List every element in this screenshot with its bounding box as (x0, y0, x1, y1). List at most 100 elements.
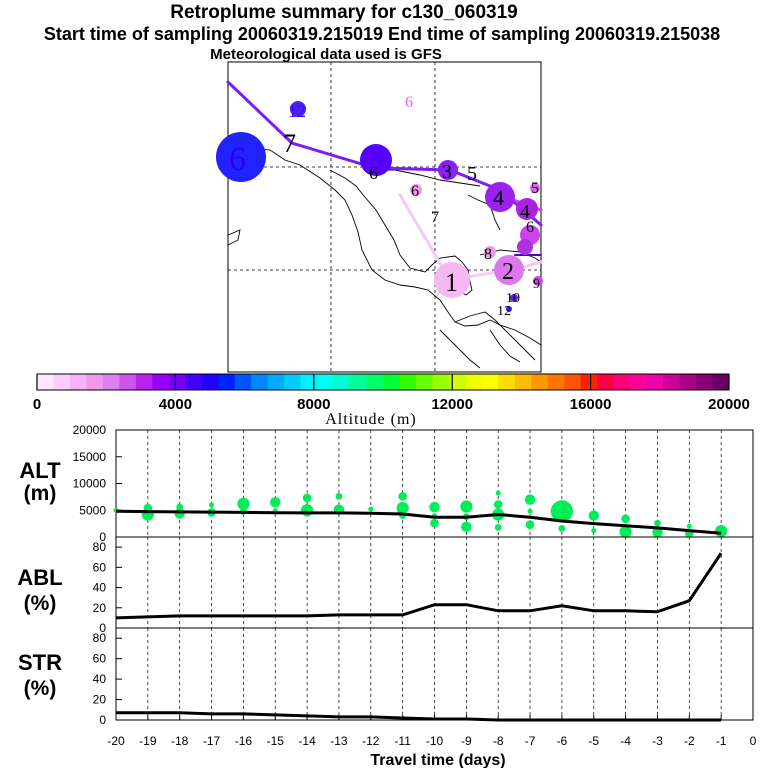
coastline-ca-border (489, 329, 521, 363)
y-axis-unit: (%) (24, 677, 57, 700)
colorbar: 0 4000 8000 12000 16000 20000 Altitude (m) (33, 373, 750, 428)
map-labels: 12 6 7 6 5 6 3 5 6 7 4 4 5 6 8 1 2 9 10 … (229, 94, 540, 319)
colorbar-swatch (514, 374, 532, 390)
x-tick-label: -5 (588, 734, 599, 748)
colorbar-swatch (333, 374, 351, 390)
x-tick-label: -17 (203, 734, 221, 748)
scatter-point (209, 502, 215, 508)
y-axis-label: ALT (19, 458, 61, 483)
colorbar-tick-label: 8000 (297, 396, 330, 413)
scatter-point (588, 510, 599, 521)
met-note: Meteorological data used is GFS (210, 46, 442, 63)
colorbar-swatch (37, 374, 54, 390)
y-tick-label: 0 (99, 530, 106, 544)
colorbar-swatch (630, 374, 648, 390)
scatter-point (715, 525, 728, 538)
marker-circle (360, 144, 392, 176)
series-line (115, 509, 722, 535)
colorbar-swatch (399, 374, 417, 390)
scatter-point (558, 525, 566, 532)
colorbar-swatch (284, 374, 302, 390)
marker-circle (494, 255, 524, 285)
colorbar-swatch (415, 374, 433, 390)
x-tick-label: -18 (171, 734, 189, 748)
map-label: 6 (526, 219, 534, 236)
colorbar-swatch (86, 374, 104, 390)
y-tick-label: 0 (99, 713, 106, 727)
y-tick-label: 15000 (73, 450, 107, 464)
colorbar-swatch (218, 374, 236, 390)
panel-abl: 0 20 40 60 80 ABL(%) (17, 536, 754, 635)
coastline-baja (227, 229, 241, 246)
colorbar-swatch (185, 374, 203, 390)
colorbar-swatch (481, 374, 499, 390)
coastline-gulf (329, 169, 473, 296)
map-label: 1 (445, 268, 458, 297)
plot-panels: 05000100001500020000ALT(m)020406080ABL(%… (17, 423, 756, 768)
chart-subtitle: Start time of sampling 20060319.215019 E… (43, 24, 721, 44)
colorbar-swatch (152, 374, 170, 390)
x-tick-label: -12 (362, 734, 380, 748)
scatter-point (524, 494, 536, 505)
colorbar-swatch (712, 374, 730, 390)
colorbar-swatch (498, 374, 516, 390)
x-tick-label: -11 (394, 734, 411, 748)
colorbar-swatch (366, 374, 384, 390)
marker-circle (216, 132, 266, 182)
colorbar-swatch (613, 374, 631, 390)
scatter-point (430, 518, 439, 528)
map-label: 12 (497, 304, 511, 319)
y-tick-label: 40 (93, 581, 107, 595)
y-axis-unit: (m) (24, 482, 57, 505)
colorbar-swatch (53, 374, 71, 390)
scatter-point (396, 502, 409, 515)
colorbar-swatch (564, 374, 582, 390)
marker-circle (506, 306, 512, 312)
map-label: 9 (533, 277, 540, 292)
scatter-point (429, 501, 440, 513)
marker-circle (530, 183, 540, 193)
colorbar-swatch (432, 374, 450, 390)
map-label: 6 (369, 163, 378, 183)
x-tick-label: -14 (298, 734, 316, 748)
colorbar-swatch (679, 374, 697, 390)
y-tick-label: 5000 (79, 503, 106, 517)
colorbar-swatch (448, 374, 466, 390)
colorbar-swatch (234, 374, 252, 390)
colorbar-tick-label: 20000 (708, 396, 750, 413)
map-label: 5 (531, 180, 539, 197)
panel-alt: 0 5000 10000 15000 20000 ALT(m) (19, 423, 754, 544)
map-panel: 12 6 7 6 5 6 3 5 6 7 4 4 5 6 8 1 2 9 10 … (216, 61, 543, 373)
trajectory-markers (216, 101, 543, 312)
scatter-point (335, 492, 343, 500)
scatter-point (619, 525, 632, 538)
colorbar-tick-label: 12000 (431, 396, 473, 413)
x-tick-label: -4 (620, 734, 631, 748)
y-tick-label: 40 (93, 672, 107, 686)
map-label: 7 (431, 209, 439, 226)
map-label: 6 (411, 183, 419, 200)
map-label: 5 (467, 163, 477, 185)
colorbar-tick-label: 4000 (159, 396, 192, 413)
marker-circle (434, 262, 470, 298)
coastline-ca-inner (439, 329, 481, 369)
y-tick-label: 20 (93, 601, 107, 615)
map-label: 6 (229, 141, 246, 178)
scatter-point (461, 521, 472, 533)
scatter-point (237, 497, 250, 510)
scatter-point (302, 493, 312, 503)
map-label: 4 (493, 185, 504, 210)
colorbar-swatch (597, 374, 615, 390)
colorbar-swatch (547, 374, 565, 390)
scatter-point (527, 508, 533, 514)
colorbar-swatch (696, 374, 713, 390)
x-tick-label: -1 (716, 734, 727, 748)
x-tick-label: -15 (267, 734, 285, 748)
trajectory-path (398, 193, 543, 282)
colorbar-swatch (383, 374, 400, 390)
colorbar-swatch (135, 374, 153, 390)
y-tick-label: 20 (93, 693, 107, 707)
y-tick-label: 20000 (73, 423, 107, 437)
